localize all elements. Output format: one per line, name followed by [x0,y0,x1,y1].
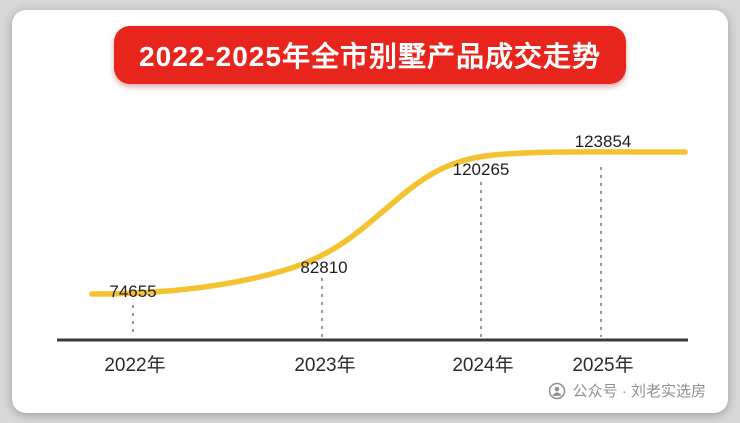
value-label-2023: 82810 [300,258,348,277]
x-tick-2022: 2022年 [104,355,166,376]
wechat-account-icon [548,382,565,399]
x-tick-2023: 2023年 [294,355,356,376]
title-banner: 2022-2025年全市别墅产品成交走势 [114,26,626,84]
trend-line [89,149,688,297]
x-tick-2024: 2024年 [452,355,514,376]
value-label-2024: 120265 [452,160,510,179]
trend-chart [57,149,688,342]
watermark: 公众号 · 刘老实选房 [548,380,706,401]
chart-title: 2022-2025年全市别墅产品成交走势 [139,41,601,72]
x-tick-2025: 2025年 [572,355,634,376]
value-label-2025: 123854 [574,132,632,151]
value-label-2022: 74655 [109,282,157,301]
watermark-text: 公众号 · 刘老实选房 [572,383,706,400]
chart-card: 2022-2025年全市别墅产品成交走势 74655 82810 120265 … [12,10,728,413]
